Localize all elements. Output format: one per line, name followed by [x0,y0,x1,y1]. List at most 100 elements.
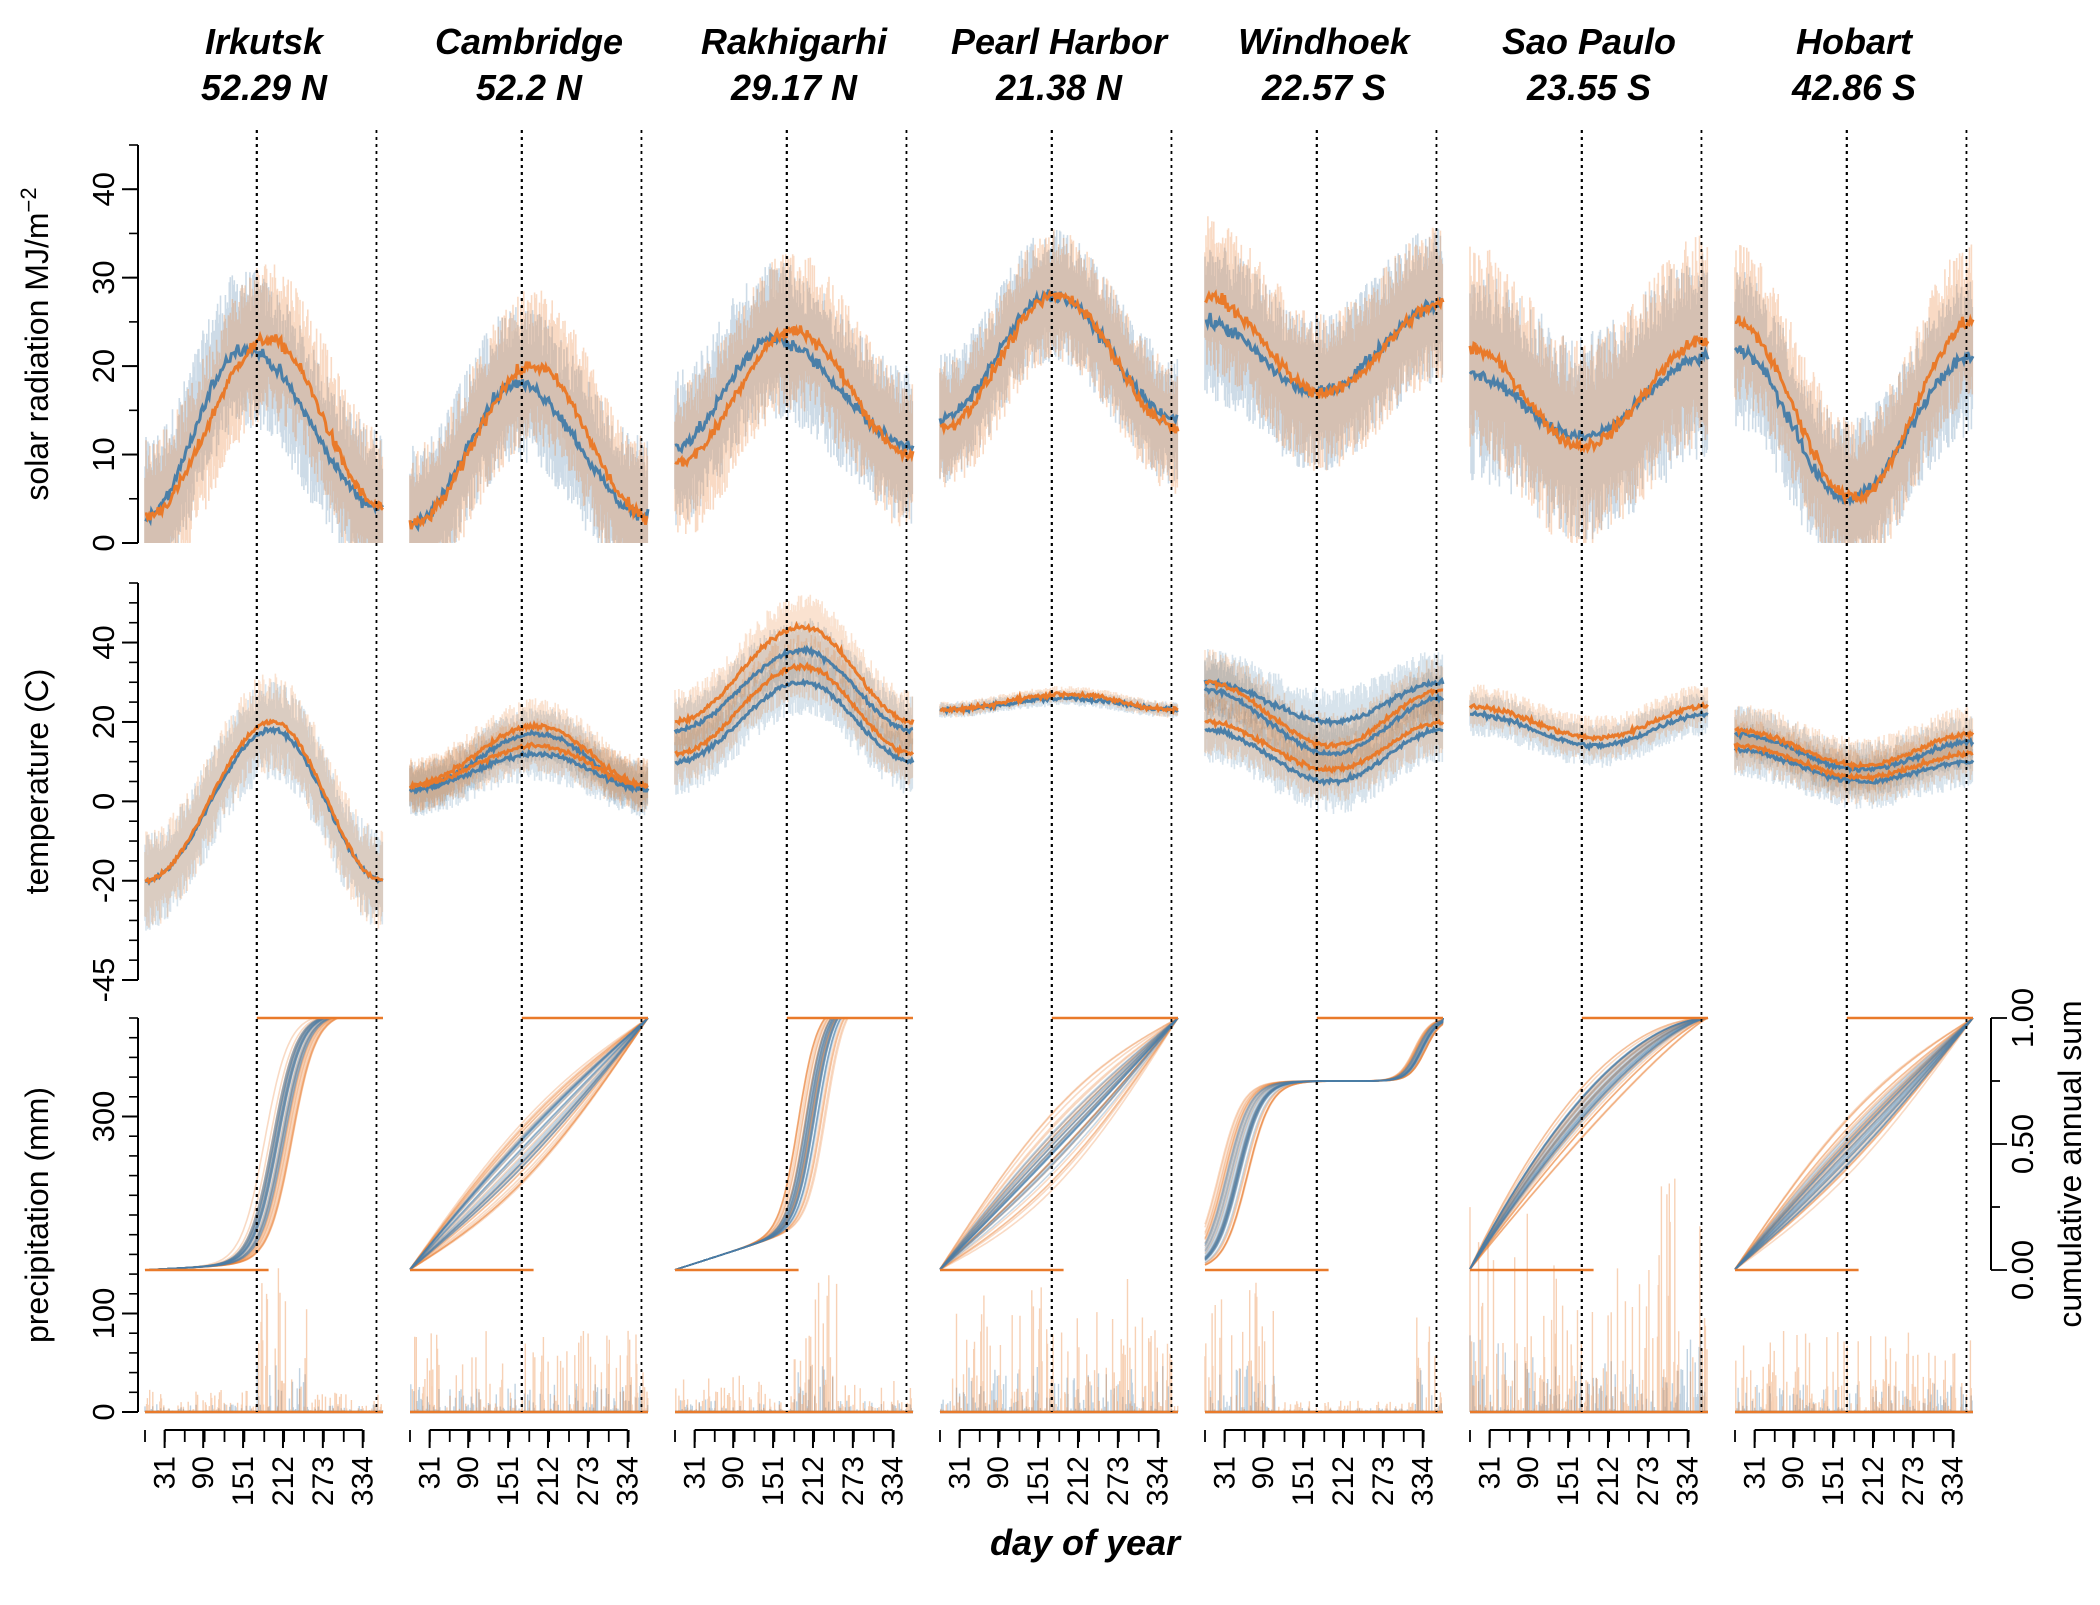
cum-curve-orange-6-3 [1734,1017,1974,1270]
y-title-solar-unit: MJ [19,248,55,291]
cum-curve-blue-4-9 [1204,1017,1444,1255]
y-tick-label-solar-1: 10 [86,437,121,471]
cum-curve-blue-5-6 [1469,1017,1708,1270]
site-name-4: Windhoek [1238,21,1412,62]
cum-curve-blue-1-9 [409,1017,649,1270]
temp-mean-blue-4-2 [1203,676,1445,728]
cum-curve-blue-6-4 [1734,1017,1974,1270]
site-name-3: Pearl Harbor [951,21,1169,62]
cum-curve-blue-3-8 [939,1017,1179,1270]
temp-mean-blue-1-0 [408,747,649,795]
cum-curve-orange-1-3 [409,1017,649,1270]
solar-mean-blue-1 [409,378,650,533]
cum-curve-orange-6-20 [1734,1017,1974,1270]
x-tick-label-3-4: 273 [1102,1456,1135,1506]
cum-curve-orange-6-15 [1734,1017,1974,1270]
cum-curve-orange-4-17 [1204,1017,1444,1241]
cum-curve-orange-1-13 [409,1017,649,1270]
cum-curve-orange-6-5 [1734,1017,1974,1271]
solar-mean-blue-5 [1468,345,1710,442]
cum-curve-blue-3-17 [939,1017,1179,1271]
cum-curve-blue-5-10 [1469,1017,1708,1270]
x-tick-label-1-4: 273 [572,1456,605,1506]
cum-curve-blue-5-12 [1469,1017,1708,1270]
cum-curve-blue-6-10 [1734,1017,1974,1270]
site-name-1: Cambridge [435,21,623,62]
cum-curve-blue-1-0 [409,1017,649,1270]
cum-curve-orange-6-8 [1734,1017,1974,1270]
cum-curve-blue-1-2 [409,1017,649,1270]
cum-curve-blue-4-12 [1204,1017,1444,1264]
cum-curve-blue-6-6 [1734,1017,1974,1270]
precip-spikes-orange-3 [940,1279,1179,1412]
right-tick-label-1: 0.50 [2005,1114,2040,1174]
y-title-temperature: temperature (C) [19,669,55,895]
y-tick-label-temperature-4: 40 [86,625,121,659]
cum-curve-orange-4-9 [1204,1017,1444,1239]
cum-curve-orange-5-10 [1469,1017,1709,1270]
cum-curve-blue-6-18 [1734,1017,1974,1270]
cum-curve-orange-3-6 [939,1017,1179,1270]
cum-curve-blue-4-16 [1204,1017,1444,1247]
site-name-2: Rakhigarhi [701,21,888,62]
cum-curve-orange-6-13 [1734,1017,1974,1270]
cum-curve-orange-4-18 [1204,1017,1444,1247]
cum-curve-orange-5-3 [1469,1017,1708,1270]
cum-curve-blue-3-20 [939,1017,1179,1271]
cum-curve-blue-1-4 [409,1017,649,1271]
cum-curve-blue-3-10 [939,1017,1179,1270]
cum-curve-blue-1-1 [409,1017,649,1271]
cum-curve-blue-6-9 [1734,1017,1974,1270]
x-tick-label-5-1: 90 [1512,1456,1545,1489]
cum-curve-blue-6-15 [1734,1017,1974,1270]
cum-curve-blue-1-11 [409,1017,649,1270]
cum-curve-orange-1-8 [409,1017,649,1271]
cum-curve-orange-4-14 [1204,1017,1444,1260]
x-tick-label-6-2: 151 [1817,1456,1850,1506]
cum-curve-orange-5-15 [1469,1017,1709,1270]
cum-curve-orange-3-14 [939,1017,1179,1271]
x-tick-label-6-3: 212 [1857,1456,1890,1506]
cum-curve-blue-1-8 [409,1017,649,1270]
cum-curve-blue-5-3 [1469,1017,1708,1270]
x-tick-label-5-0: 31 [1474,1456,1507,1489]
site-lat-4: 22.57 S [1261,67,1386,108]
cum-curve-blue-1-7 [409,1017,649,1270]
right-y-title: cumulative annual sum [2052,1000,2088,1327]
site-lat-3: 21.38 N [995,67,1123,108]
cum-curve-orange-6-19 [1734,1017,1974,1270]
cum-curve-orange-5-21 [1469,1017,1709,1270]
cum-curve-blue-1-18 [409,1017,649,1270]
site-name-0: Irkutsk [205,21,325,62]
cum-curve-blue-3-4 [939,1017,1179,1270]
x-tick-label-4-3: 212 [1327,1456,1360,1506]
cum-curve-orange-1-18 [409,1017,649,1270]
x-tick-label-2-0: 31 [679,1456,712,1489]
cum-curve-blue-4-20 [1204,1017,1444,1258]
y-tick-label-precipitation-0: 0 [86,1403,121,1420]
x-tick-label-1-0: 31 [414,1456,447,1489]
cum-curve-orange-3-15 [939,1017,1179,1270]
cum-curve-orange-3-10 [939,1017,1179,1270]
cum-curve-orange-6-7 [1734,1017,1974,1270]
cum-curve-orange-3-5 [939,1017,1179,1270]
solar-mean-orange-0 [144,330,384,523]
cum-curve-blue-4-7 [1204,1017,1444,1252]
site-name-5: Sao Paulo [1502,21,1676,62]
cum-curve-orange-4-6 [1204,1017,1444,1233]
cum-curve-blue-6-13 [1734,1017,1974,1271]
y-tick-label-solar-3: 30 [86,260,121,294]
cum-curve-blue-3-3 [939,1017,1179,1270]
cum-curve-blue-6-14 [1734,1017,1974,1270]
y-title-solar-exp: −2 [16,187,41,212]
cum-curve-blue-1-5 [409,1017,649,1270]
cum-curve-orange-4-2 [1204,1017,1444,1266]
y-title-solar: solar radiation MJ/m−2 [16,187,55,500]
cum-curve-orange-6-4 [1734,1017,1974,1270]
cum-curve-orange-6-1 [1734,1017,1974,1271]
cum-curve-orange-6-16 [1734,1017,1974,1271]
cum-curve-orange-3-13 [939,1017,1179,1270]
x-tick-label-4-4: 273 [1367,1456,1400,1506]
precip-spikes-orange-2 [675,1275,912,1412]
precip-spikes-orange-0 [144,1268,383,1412]
